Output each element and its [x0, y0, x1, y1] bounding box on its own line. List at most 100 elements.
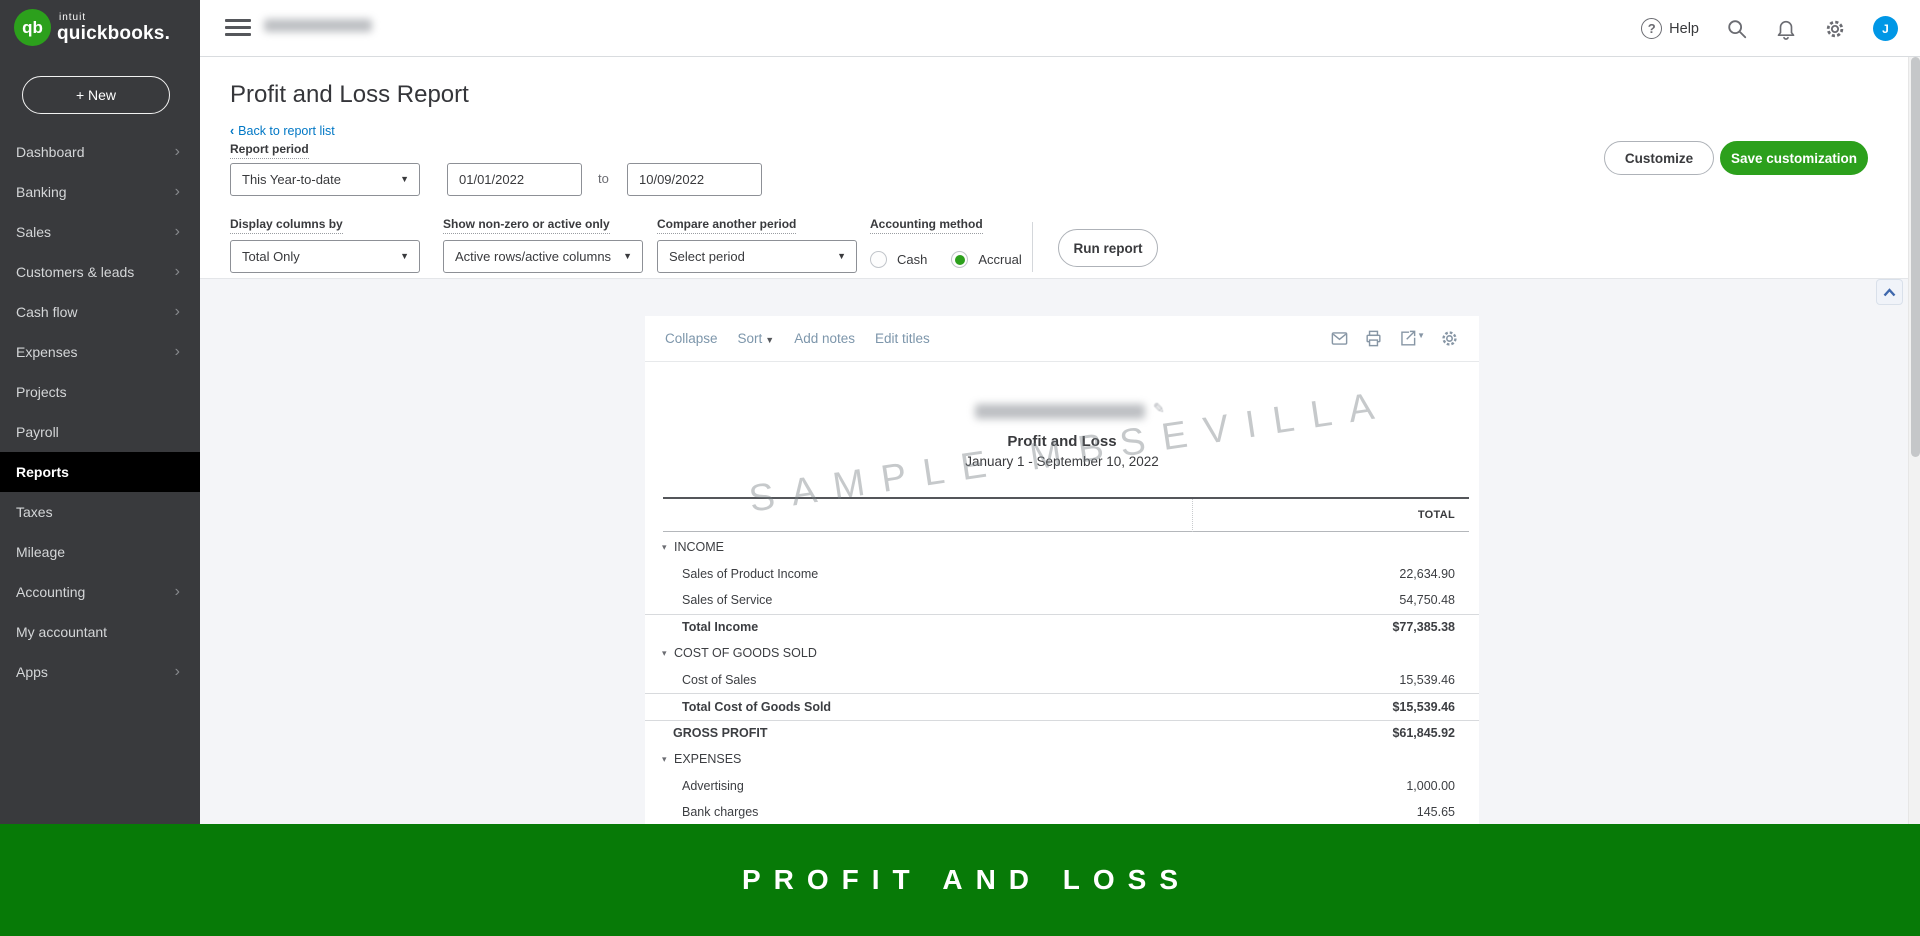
sidebar-item-expenses[interactable]: Expenses ›	[0, 332, 200, 372]
accounting-method-label: Accounting method	[870, 217, 983, 234]
report-card: Collapse Sort ▼ Add notes Edit titles	[645, 316, 1479, 836]
company-name-blurred	[264, 19, 372, 32]
sidebar-item-label: My accountant	[16, 624, 108, 640]
profit-and-loss-banner: PROFIT AND LOSS	[0, 824, 1920, 936]
sidebar-item-taxes[interactable]: Taxes	[0, 492, 200, 532]
chevron-up-icon	[1883, 287, 1896, 296]
new-button[interactable]: + New	[22, 76, 170, 114]
collapse-triangle-icon[interactable]: ▾	[662, 541, 667, 552]
quickbooks-logo-text: intuit quickbooks.	[57, 11, 171, 44]
chevron-right-icon: ›	[174, 263, 180, 280]
collapse-panel-button[interactable]	[1876, 279, 1903, 305]
report-row: Advertising 1,000.00	[645, 773, 1479, 800]
report-toolbar-icons: ▼	[1330, 329, 1459, 348]
notifications-bell-icon[interactable]	[1775, 18, 1797, 40]
row-value[interactable]: $77,385.38	[1392, 620, 1455, 635]
report-row: Total Income $77,385.38	[645, 613, 1479, 641]
row-label: Sales of Product Income	[682, 566, 819, 581]
compare-period-select[interactable]: Select period ▼	[657, 240, 857, 273]
sidebar-item-reports[interactable]: Reports	[0, 452, 200, 492]
quickbooks-label: quickbooks.	[57, 22, 171, 44]
cash-radio[interactable]	[870, 251, 887, 268]
print-icon[interactable]	[1364, 329, 1383, 348]
sidebar-item-cash-flow[interactable]: Cash flow ›	[0, 292, 200, 332]
back-to-report-list-link[interactable]: ‹ Back to report list	[230, 124, 335, 138]
save-customization-button[interactable]: Save customization	[1720, 141, 1868, 175]
customize-button[interactable]: Customize	[1604, 141, 1714, 175]
report-toolbar: Collapse Sort ▼ Add notes Edit titles	[645, 316, 1479, 362]
add-notes-link[interactable]: Add notes	[794, 331, 856, 346]
edit-pencil-icon[interactable]: ✎	[1153, 400, 1165, 416]
row-value[interactable]: 54,750.48	[1399, 593, 1455, 608]
date-from-input[interactable]	[447, 163, 582, 196]
export-icon	[1401, 330, 1416, 346]
main-content: Profit and Loss Report ‹ Back to report l…	[200, 57, 1920, 936]
row-value[interactable]: $61,845.92	[1392, 726, 1455, 741]
email-icon[interactable]	[1330, 329, 1349, 348]
collapse-link[interactable]: Collapse	[665, 331, 718, 346]
sidebar-item-dashboard[interactable]: Dashboard ›	[0, 132, 200, 172]
report-date-range: January 1 - September 10, 2022	[965, 454, 1159, 469]
collapse-triangle-icon[interactable]: ▾	[662, 647, 667, 658]
user-avatar[interactable]: J	[1873, 16, 1898, 41]
scrollbar-thumb[interactable]	[1910, 57, 1920, 457]
row-label: Advertising	[682, 778, 744, 793]
sidebar-item-banking[interactable]: Banking ›	[0, 172, 200, 212]
sidebar-item-projects[interactable]: Projects	[0, 372, 200, 412]
sidebar-item-my-accountant[interactable]: My accountant	[0, 612, 200, 652]
help-button[interactable]: ? Help	[1641, 18, 1699, 39]
run-report-button[interactable]: Run report	[1058, 229, 1158, 267]
row-label: COST OF GOODS SOLD	[674, 646, 817, 661]
sidebar-item-apps[interactable]: Apps ›	[0, 652, 200, 692]
chevron-down-icon: ▼	[765, 335, 775, 345]
report-row: ▾ COST OF GOODS SOLD	[645, 640, 1479, 667]
row-value[interactable]: 145.65	[1416, 805, 1455, 820]
sidebar-item-label: Reports	[16, 464, 69, 480]
settings-gear-icon[interactable]	[1824, 18, 1846, 40]
sidebar-item-customers-leads[interactable]: Customers & leads ›	[0, 252, 200, 292]
row-label: Total Income	[682, 620, 759, 635]
quickbooks-logo[interactable]: qb intuit quickbooks.	[14, 9, 170, 46]
show-nonzero-select[interactable]: Active rows/active columns ▼	[443, 240, 643, 273]
chevron-right-icon: ›	[174, 303, 180, 320]
intuit-label: intuit	[59, 11, 87, 23]
edit-titles-link[interactable]: Edit titles	[875, 331, 930, 346]
row-value[interactable]: 22,634.90	[1399, 566, 1455, 581]
sidebar-item-payroll[interactable]: Payroll	[0, 412, 200, 452]
row-value[interactable]: 1,000.00	[1406, 778, 1455, 793]
topbar: ? Help J	[200, 0, 1920, 57]
display-columns-select[interactable]: Total Only ▼	[230, 240, 420, 273]
scrollbar-track[interactable]	[1908, 57, 1920, 936]
report-row: GROSS PROFIT $61,845.92	[645, 719, 1479, 747]
chevron-right-icon: ›	[174, 143, 180, 160]
report-row: ▾ EXPENSES	[645, 746, 1479, 773]
row-value[interactable]: $15,539.46	[1392, 699, 1455, 714]
report-row: ▾ INCOME	[645, 534, 1479, 561]
show-nonzero-label: Show non-zero or active only	[443, 217, 610, 234]
help-icon: ?	[1641, 18, 1663, 39]
chevron-left-icon: ‹	[230, 124, 235, 138]
report-title: Profit and Loss	[1007, 433, 1117, 450]
collapse-triangle-icon[interactable]: ▾	[662, 753, 667, 764]
sidebar-item-label: Payroll	[16, 424, 59, 440]
table-top-rule	[663, 497, 1469, 499]
report-period-select[interactable]: This Year-to-date ▼	[230, 163, 420, 196]
sidebar-item-label: Taxes	[16, 504, 53, 520]
search-icon[interactable]	[1726, 18, 1748, 40]
sidebar-item-accounting[interactable]: Accounting ›	[0, 572, 200, 612]
sidebar-item-sales[interactable]: Sales ›	[0, 212, 200, 252]
report-settings-gear-icon[interactable]	[1440, 329, 1459, 348]
date-to-input[interactable]	[627, 163, 762, 196]
report-row: Sales of Product Income 22,634.90	[645, 561, 1479, 588]
hamburger-menu-icon[interactable]	[225, 19, 251, 40]
chevron-right-icon: ›	[174, 223, 180, 240]
accrual-label: Accrual	[978, 252, 1022, 267]
row-value[interactable]: 15,539.46	[1399, 672, 1455, 687]
report-company-name-blurred	[975, 404, 1145, 419]
export-button[interactable]: ▼	[1398, 329, 1425, 348]
accrual-radio[interactable]	[951, 251, 969, 268]
sort-link[interactable]: Sort ▼	[737, 331, 775, 346]
sidebar-item-mileage[interactable]: Mileage	[0, 532, 200, 572]
chevron-right-icon: ›	[174, 343, 180, 360]
